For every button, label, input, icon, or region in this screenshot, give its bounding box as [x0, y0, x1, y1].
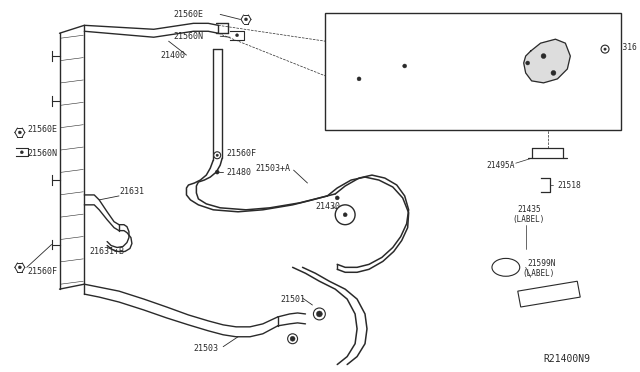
- Circle shape: [236, 34, 239, 37]
- Text: 21560F: 21560F: [226, 149, 256, 158]
- Polygon shape: [518, 281, 580, 307]
- Bar: [325, 13, 621, 131]
- Text: 21430: 21430: [316, 202, 340, 211]
- Text: 21560E: 21560E: [28, 125, 58, 134]
- Text: 21430E: 21430E: [498, 29, 527, 38]
- Circle shape: [343, 213, 347, 217]
- Text: 21435: 21435: [518, 205, 541, 214]
- Ellipse shape: [492, 259, 520, 276]
- Circle shape: [215, 170, 220, 174]
- Text: R21400N9: R21400N9: [543, 353, 591, 363]
- Circle shape: [287, 334, 298, 344]
- Text: 21495A: 21495A: [486, 161, 515, 170]
- Circle shape: [290, 336, 295, 341]
- Circle shape: [525, 61, 530, 65]
- Text: 21400: 21400: [161, 51, 186, 60]
- Circle shape: [335, 196, 339, 200]
- Circle shape: [357, 77, 361, 81]
- Text: 21631+B: 21631+B: [89, 247, 124, 256]
- Text: 21501: 21501: [281, 295, 306, 304]
- Text: (LABEL): (LABEL): [513, 215, 545, 224]
- Circle shape: [214, 152, 221, 159]
- Text: (LABEL): (LABEL): [523, 269, 555, 278]
- Text: 21503: 21503: [193, 344, 218, 353]
- Circle shape: [604, 48, 606, 50]
- Text: 21631: 21631: [119, 187, 144, 196]
- Text: 21599N: 21599N: [527, 259, 556, 268]
- Circle shape: [244, 18, 248, 21]
- Circle shape: [335, 205, 355, 225]
- Circle shape: [20, 151, 23, 154]
- Text: 21560N: 21560N: [28, 149, 58, 158]
- Text: 21510: 21510: [330, 55, 354, 64]
- Circle shape: [19, 266, 21, 269]
- Circle shape: [216, 154, 218, 157]
- Circle shape: [19, 131, 21, 134]
- Text: 21503+A: 21503+A: [256, 164, 291, 173]
- Text: 21430F: 21430F: [389, 29, 417, 38]
- Text: 21518: 21518: [557, 180, 581, 189]
- Text: 21515: 21515: [412, 88, 435, 97]
- Text: 21560E: 21560E: [173, 10, 204, 19]
- Text: 21560F: 21560F: [28, 267, 58, 276]
- Circle shape: [314, 308, 325, 320]
- Polygon shape: [524, 39, 570, 83]
- Circle shape: [316, 311, 323, 317]
- Circle shape: [403, 64, 406, 68]
- Text: 21480: 21480: [226, 168, 251, 177]
- Text: 21560N: 21560N: [173, 32, 204, 41]
- Circle shape: [601, 45, 609, 53]
- Circle shape: [551, 70, 556, 76]
- Text: 21430E: 21430E: [339, 49, 368, 58]
- Text: 21316: 21316: [613, 43, 637, 52]
- Circle shape: [541, 54, 546, 58]
